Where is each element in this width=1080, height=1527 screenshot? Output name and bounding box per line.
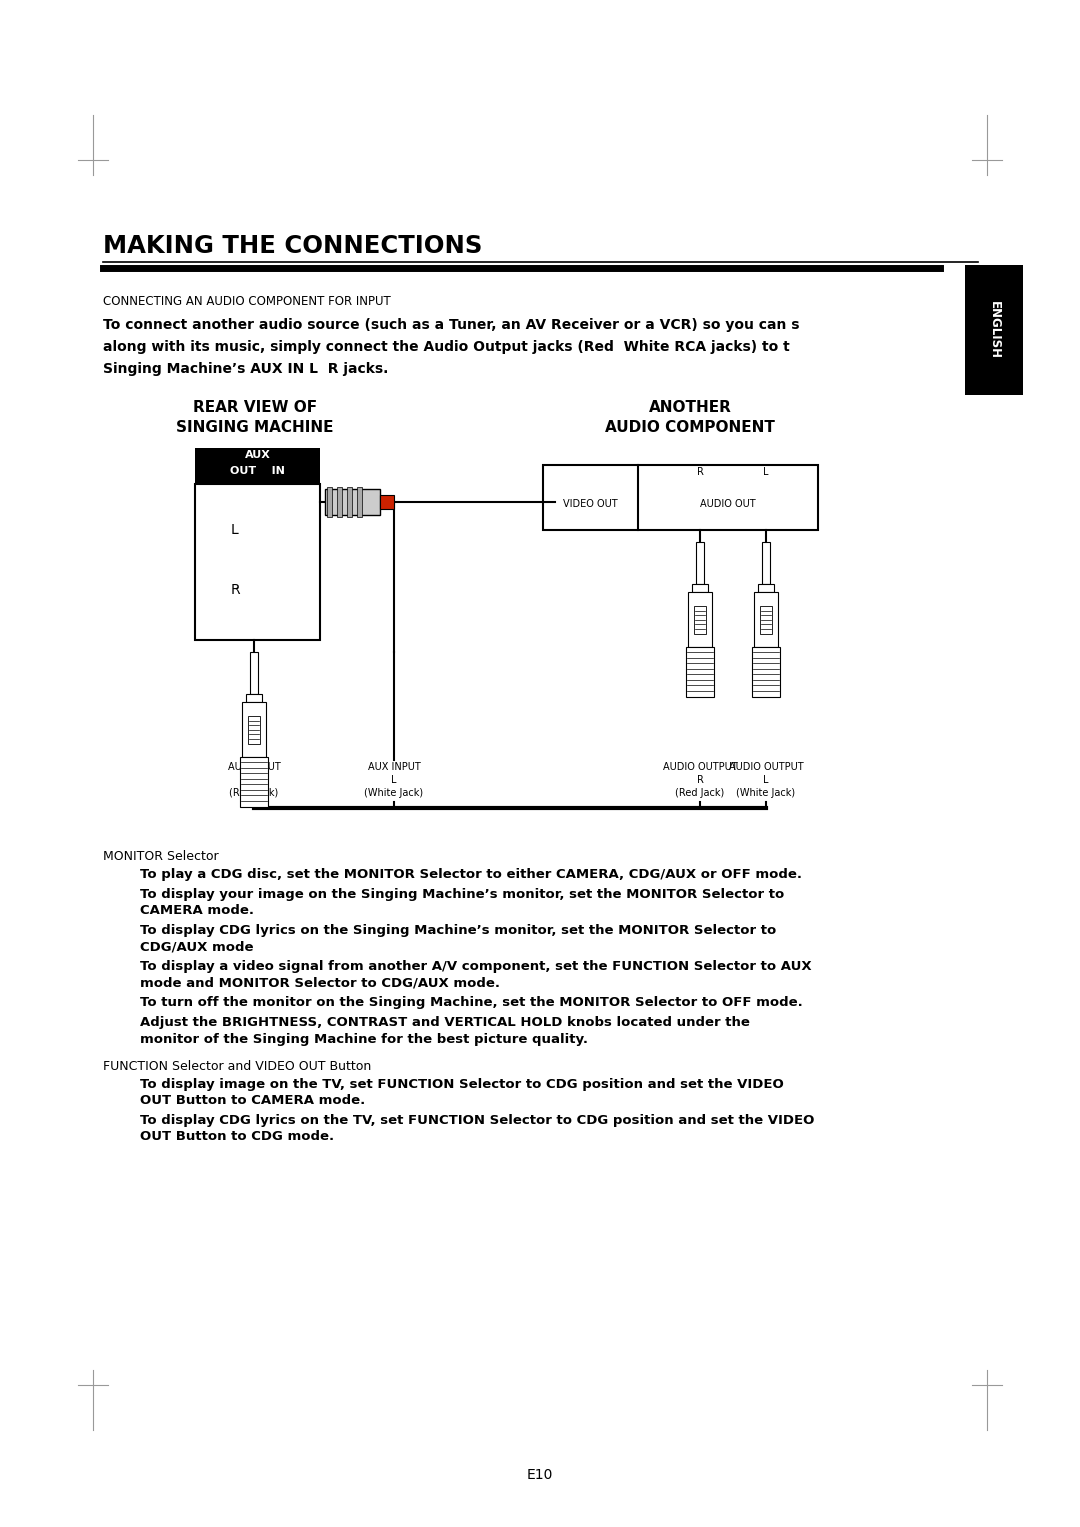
Bar <box>543 466 818 530</box>
Bar <box>752 647 780 696</box>
Text: AUDIO OUT: AUDIO OUT <box>700 499 756 508</box>
Text: L: L <box>764 467 769 476</box>
Bar <box>762 542 770 583</box>
Bar <box>758 583 774 592</box>
Text: Adjust the BRIGHTNESS, CONTRAST and VERTICAL HOLD knobs located under the
monito: Adjust the BRIGHTNESS, CONTRAST and VERT… <box>140 1015 750 1046</box>
Bar <box>249 652 258 693</box>
Bar <box>357 487 362 518</box>
Text: L: L <box>764 776 769 785</box>
Text: along with its music, simply connect the Audio Output jacks (Red  White RCA jack: along with its music, simply connect the… <box>103 341 789 354</box>
Text: To turn off the monitor on the Singing Machine, set the MONITOR Selector to OFF : To turn off the monitor on the Singing M… <box>140 996 802 1009</box>
Text: AUDIO COMPONENT: AUDIO COMPONENT <box>605 420 775 435</box>
Bar <box>347 487 352 518</box>
Text: E10: E10 <box>527 1467 553 1483</box>
Text: ANOTHER: ANOTHER <box>649 400 731 415</box>
Bar <box>692 583 708 592</box>
Text: REAR VIEW OF: REAR VIEW OF <box>193 400 318 415</box>
Text: MAKING THE CONNECTIONS: MAKING THE CONNECTIONS <box>103 234 483 258</box>
Bar <box>195 484 320 640</box>
Bar <box>686 647 714 696</box>
Text: AUX INPUT: AUX INPUT <box>367 762 420 773</box>
Bar <box>696 542 704 583</box>
Bar <box>688 592 712 647</box>
Bar <box>327 487 332 518</box>
Text: ENGLISH: ENGLISH <box>987 301 1000 359</box>
Text: L: L <box>391 776 396 785</box>
Text: (White Jack): (White Jack) <box>737 788 796 799</box>
Text: To display CDG lyrics on the Singing Machine’s monitor, set the MONITOR Selector: To display CDG lyrics on the Singing Mac… <box>140 924 777 953</box>
Text: AUX: AUX <box>244 450 270 460</box>
Text: R: R <box>251 776 257 785</box>
Bar <box>337 487 342 518</box>
Text: SINGING MACHINE: SINGING MACHINE <box>176 420 334 435</box>
Text: To display CDG lyrics on the TV, set FUNCTION Selector to CDG position and set t: To display CDG lyrics on the TV, set FUN… <box>140 1115 814 1144</box>
Text: FUNCTION Selector and VIDEO OUT Button: FUNCTION Selector and VIDEO OUT Button <box>103 1060 372 1073</box>
Text: (Red Jack): (Red Jack) <box>675 788 725 799</box>
Text: To connect another audio source (such as a Tuner, an AV Receiver or a VCR) so yo: To connect another audio source (such as… <box>103 318 799 331</box>
Text: R: R <box>697 467 703 476</box>
Text: Singing Machine’s AUX IN L  R jacks.: Singing Machine’s AUX IN L R jacks. <box>103 362 389 376</box>
Text: AUDIO OUTPUT: AUDIO OUTPUT <box>663 762 738 773</box>
Bar <box>966 266 1023 395</box>
Bar <box>760 606 772 634</box>
Bar <box>246 693 262 702</box>
Bar <box>248 716 260 744</box>
Bar <box>754 592 778 647</box>
Text: L: L <box>231 524 239 538</box>
Text: AUX INPUT: AUX INPUT <box>228 762 281 773</box>
Bar <box>242 702 266 757</box>
Bar <box>240 757 268 806</box>
Text: To display a video signal from another A/V component, set the FUNCTION Selector : To display a video signal from another A… <box>140 960 812 989</box>
Text: MONITOR Selector: MONITOR Selector <box>103 851 218 863</box>
Bar <box>325 489 380 515</box>
Text: To play a CDG disc, set the MONITOR Selector to either CAMERA, CDG/AUX or OFF mo: To play a CDG disc, set the MONITOR Sele… <box>140 867 802 881</box>
Text: R: R <box>230 583 240 597</box>
Bar <box>195 447 320 484</box>
Bar <box>694 606 706 634</box>
Text: (White Jack): (White Jack) <box>364 788 423 799</box>
Text: (Red Jack): (Red Jack) <box>229 788 279 799</box>
Text: To display your image on the Singing Machine’s monitor, set the MONITOR Selector: To display your image on the Singing Mac… <box>140 889 784 918</box>
Text: OUT    IN: OUT IN <box>230 466 285 476</box>
Text: AUDIO OUTPUT: AUDIO OUTPUT <box>729 762 804 773</box>
Text: R: R <box>697 776 703 785</box>
Text: VIDEO OUT: VIDEO OUT <box>563 499 618 508</box>
Bar <box>380 495 394 508</box>
Text: To display image on the TV, set FUNCTION Selector to CDG position and set the VI: To display image on the TV, set FUNCTION… <box>140 1078 784 1107</box>
Text: CONNECTING AN AUDIO COMPONENT FOR INPUT: CONNECTING AN AUDIO COMPONENT FOR INPUT <box>103 295 391 308</box>
